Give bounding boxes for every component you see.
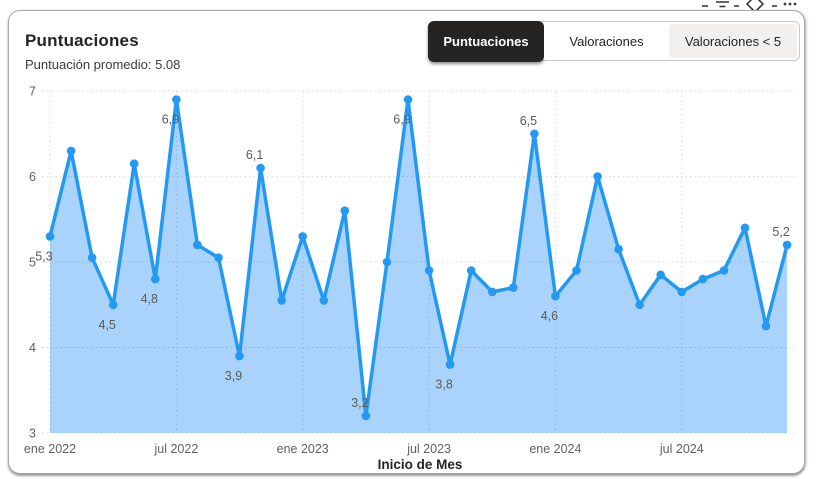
y-tick-label: 6 [29, 170, 36, 184]
y-tick-label: 7 [29, 85, 36, 99]
data-point-marker[interactable] [719, 266, 729, 275]
x-tick-label: ene 2023 [277, 442, 329, 456]
data-label: 6,1 [246, 148, 263, 162]
data-point-marker[interactable] [424, 266, 434, 275]
data-label: 4,8 [141, 292, 158, 306]
trend-line [48, 97, 789, 418]
y-tick-label: 4 [29, 341, 36, 355]
x-tick-label: ene 2022 [24, 442, 76, 456]
tab-valoraciones[interactable]: Valoraciones [544, 22, 669, 60]
data-point-marker[interactable] [698, 274, 708, 284]
data-label: 5,3 [35, 249, 52, 263]
data-point-marker[interactable] [445, 360, 455, 369]
tab-valoraciones-lt-5[interactable]: Valoraciones < 5 [669, 24, 797, 58]
data-point-marker[interactable] [635, 300, 644, 310]
x-tick-label: ene 2024 [529, 442, 581, 456]
data-point-marker[interactable] [319, 296, 329, 305]
x-tick-label: jul 2022 [154, 442, 199, 456]
data-point-marker[interactable] [172, 95, 181, 104]
data-point-marker[interactable] [340, 206, 350, 215]
data-point-marker[interactable] [551, 291, 560, 301]
data-point-marker[interactable] [129, 159, 139, 168]
data-label: 6,5 [520, 114, 537, 128]
data-point-marker[interactable] [298, 232, 308, 241]
data-label: 3,8 [435, 378, 452, 392]
data-point-marker[interactable] [509, 283, 518, 292]
data-point-marker[interactable] [256, 163, 265, 173]
tab-puntuaciones[interactable]: Puntuaciones [428, 21, 544, 62]
y-tick-label: 5 [29, 256, 36, 270]
data-label: 6,9 [162, 113, 179, 127]
data-point-marker[interactable] [403, 95, 413, 104]
data-point-marker[interactable] [614, 244, 623, 254]
view-tab-group: Puntuaciones Valoraciones Valoraciones <… [428, 21, 800, 62]
data-label: 5,2 [772, 225, 789, 239]
data-label: 3,2 [351, 396, 368, 410]
data-point-marker[interactable] [361, 411, 371, 421]
data-point-marker[interactable] [66, 146, 76, 156]
x-axis-title: Inicio de Mes [378, 457, 463, 472]
data-point-marker[interactable] [677, 287, 687, 297]
data-point-marker[interactable] [45, 232, 55, 241]
area-fill [50, 99, 788, 433]
data-point-marker[interactable] [593, 172, 602, 181]
data-point-marker[interactable] [740, 223, 750, 233]
y-tick-label: 3 [29, 427, 36, 441]
data-point-marker[interactable] [277, 296, 287, 305]
data-label: 3,9 [225, 369, 242, 383]
data-point-marker[interactable] [151, 274, 160, 284]
data-point-marker[interactable] [572, 266, 581, 275]
data-label: 4,6 [541, 309, 558, 323]
x-tick-label: jul 2023 [406, 442, 451, 456]
data-point-marker[interactable] [761, 321, 771, 331]
page-title: Puntuaciones [25, 31, 139, 50]
x-tick-label: jul 2024 [659, 442, 704, 456]
data-point-marker[interactable] [466, 266, 476, 275]
chart-subtitle: Puntuación promedio: 5.08 [25, 57, 181, 72]
data-point-marker[interactable] [782, 240, 792, 250]
more-options-icon[interactable] [783, 2, 797, 6]
data-point-marker[interactable] [530, 129, 539, 139]
data-point-marker[interactable] [108, 300, 118, 310]
data-point-marker[interactable] [87, 253, 97, 262]
data-label: 4,5 [99, 318, 116, 332]
data-point-marker[interactable] [214, 253, 223, 262]
filter-icon[interactable] [716, 1, 729, 8]
data-point-marker[interactable] [382, 257, 392, 267]
data-point-marker[interactable] [656, 270, 665, 280]
data-label: 6,9 [393, 113, 410, 127]
data-point-marker[interactable] [488, 287, 497, 297]
data-point-marker[interactable] [235, 351, 244, 361]
data-point-marker[interactable] [193, 240, 202, 250]
